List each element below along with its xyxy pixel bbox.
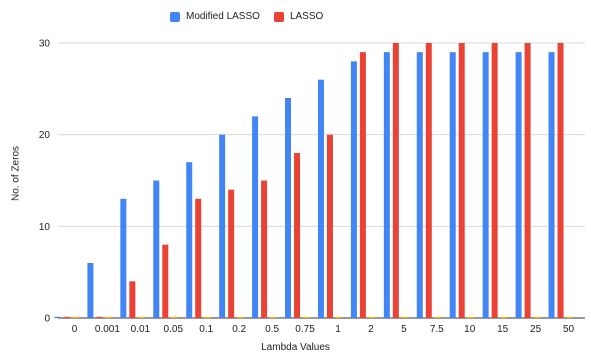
bar-modified-lasso-2 xyxy=(350,61,357,318)
bar-modified-lasso-15 xyxy=(482,52,489,319)
bar-lasso-2 xyxy=(359,52,366,319)
bar-series-2-0.2 xyxy=(237,316,244,318)
bar-lasso-15 xyxy=(491,43,498,318)
bar-modified-lasso-0.1 xyxy=(186,162,193,318)
y-tick-label: 30 xyxy=(39,39,51,50)
bar-modified-lasso-7.5 xyxy=(416,52,423,319)
bar-series-2-0.5 xyxy=(270,316,277,318)
bar-series-2-2 xyxy=(368,316,375,318)
bar-lasso-0.2 xyxy=(228,189,235,318)
bar-series-2-7.5 xyxy=(434,316,441,318)
bar-series-2-0.75 xyxy=(303,316,310,318)
bar-modified-lasso-0.05 xyxy=(153,180,160,318)
bar-modified-lasso-50 xyxy=(548,52,555,319)
bar-lasso-50 xyxy=(557,43,564,318)
x-tick-label: 0.2 xyxy=(232,324,246,335)
bar-modified-lasso-5 xyxy=(383,52,390,319)
y-tick-label: 0 xyxy=(44,314,50,325)
bar-series-2-50 xyxy=(566,316,573,318)
bar-modified-lasso-0.001 xyxy=(87,263,94,318)
x-tick-label: 1 xyxy=(335,324,341,335)
y-axis-title: No. of Zeros xyxy=(10,145,22,202)
bar-series-2-0.001 xyxy=(105,316,112,318)
y-tick-label: 20 xyxy=(39,130,51,141)
x-tick-label: 0.01 xyxy=(131,324,151,335)
bar-series-2-1 xyxy=(335,316,342,318)
bar-lasso-25 xyxy=(524,43,531,318)
bar-series-2-0.1 xyxy=(204,316,211,318)
bar-series-2-15 xyxy=(500,316,507,318)
bar-modified-lasso-0.75 xyxy=(285,98,292,318)
bar-lasso-7.5 xyxy=(425,43,432,318)
x-tick-label: 2 xyxy=(368,324,374,335)
bar-lasso-0.5 xyxy=(261,180,268,318)
bar-series-2-0.01 xyxy=(138,316,145,318)
legend-swatch-modified-lasso xyxy=(170,11,180,22)
bar-series-2-5 xyxy=(401,316,408,318)
chart-legend: Modified LASSO LASSO xyxy=(170,11,337,22)
legend-item-modified-lasso[interactable]: Modified LASSO xyxy=(170,11,260,22)
legend-label-modified-lasso: Modified LASSO xyxy=(186,11,260,22)
x-tick-label: 7.5 xyxy=(430,324,444,335)
y-tick-label: 10 xyxy=(39,222,51,233)
legend-item-lasso[interactable]: LASSO xyxy=(273,11,324,22)
x-tick-label: 0.1 xyxy=(199,324,213,335)
bar-lasso-10 xyxy=(458,43,465,318)
x-tick-label: 0.5 xyxy=(265,324,279,335)
bar-lasso-5 xyxy=(392,43,399,318)
bar-modified-lasso-0.5 xyxy=(252,116,259,318)
bar-lasso-0.01 xyxy=(129,281,136,318)
bar-lasso-0.1 xyxy=(195,198,202,318)
bar-modified-lasso-25 xyxy=(515,52,522,319)
x-tick-label: 0.05 xyxy=(164,324,184,335)
x-tick-label: 5 xyxy=(401,324,407,335)
x-tick-label: 15 xyxy=(497,324,509,335)
x-tick-label: 0.75 xyxy=(295,324,315,335)
bar-lasso-0.05 xyxy=(162,244,169,318)
bar-modified-lasso-0.01 xyxy=(120,198,127,318)
bar-lasso-1 xyxy=(326,134,333,318)
x-tick-label: 10 xyxy=(464,324,476,335)
bar-modified-lasso-0 xyxy=(54,316,61,318)
bar-modified-lasso-10 xyxy=(449,52,456,319)
legend-label-lasso: LASSO xyxy=(289,11,324,22)
x-tick-label: 50 xyxy=(563,324,575,335)
bar-lasso-0.75 xyxy=(294,153,301,318)
bar-series-2-10 xyxy=(467,316,474,318)
bar-series-2-0 xyxy=(72,316,79,318)
bar-lasso-0.001 xyxy=(96,316,103,318)
x-axis-title: Lambda Values xyxy=(261,342,330,353)
bar-modified-lasso-1 xyxy=(317,79,324,319)
bar-series-2-0.05 xyxy=(171,316,178,318)
legend-swatch-lasso xyxy=(273,11,284,22)
x-tick-label: 25 xyxy=(530,324,542,335)
x-tick-label: 0.001 xyxy=(95,324,120,335)
bar-series-2-25 xyxy=(533,316,540,318)
bar-modified-lasso-0.2 xyxy=(219,134,226,318)
bar-lasso-0 xyxy=(63,316,70,318)
x-tick-label: 0 xyxy=(72,324,78,335)
